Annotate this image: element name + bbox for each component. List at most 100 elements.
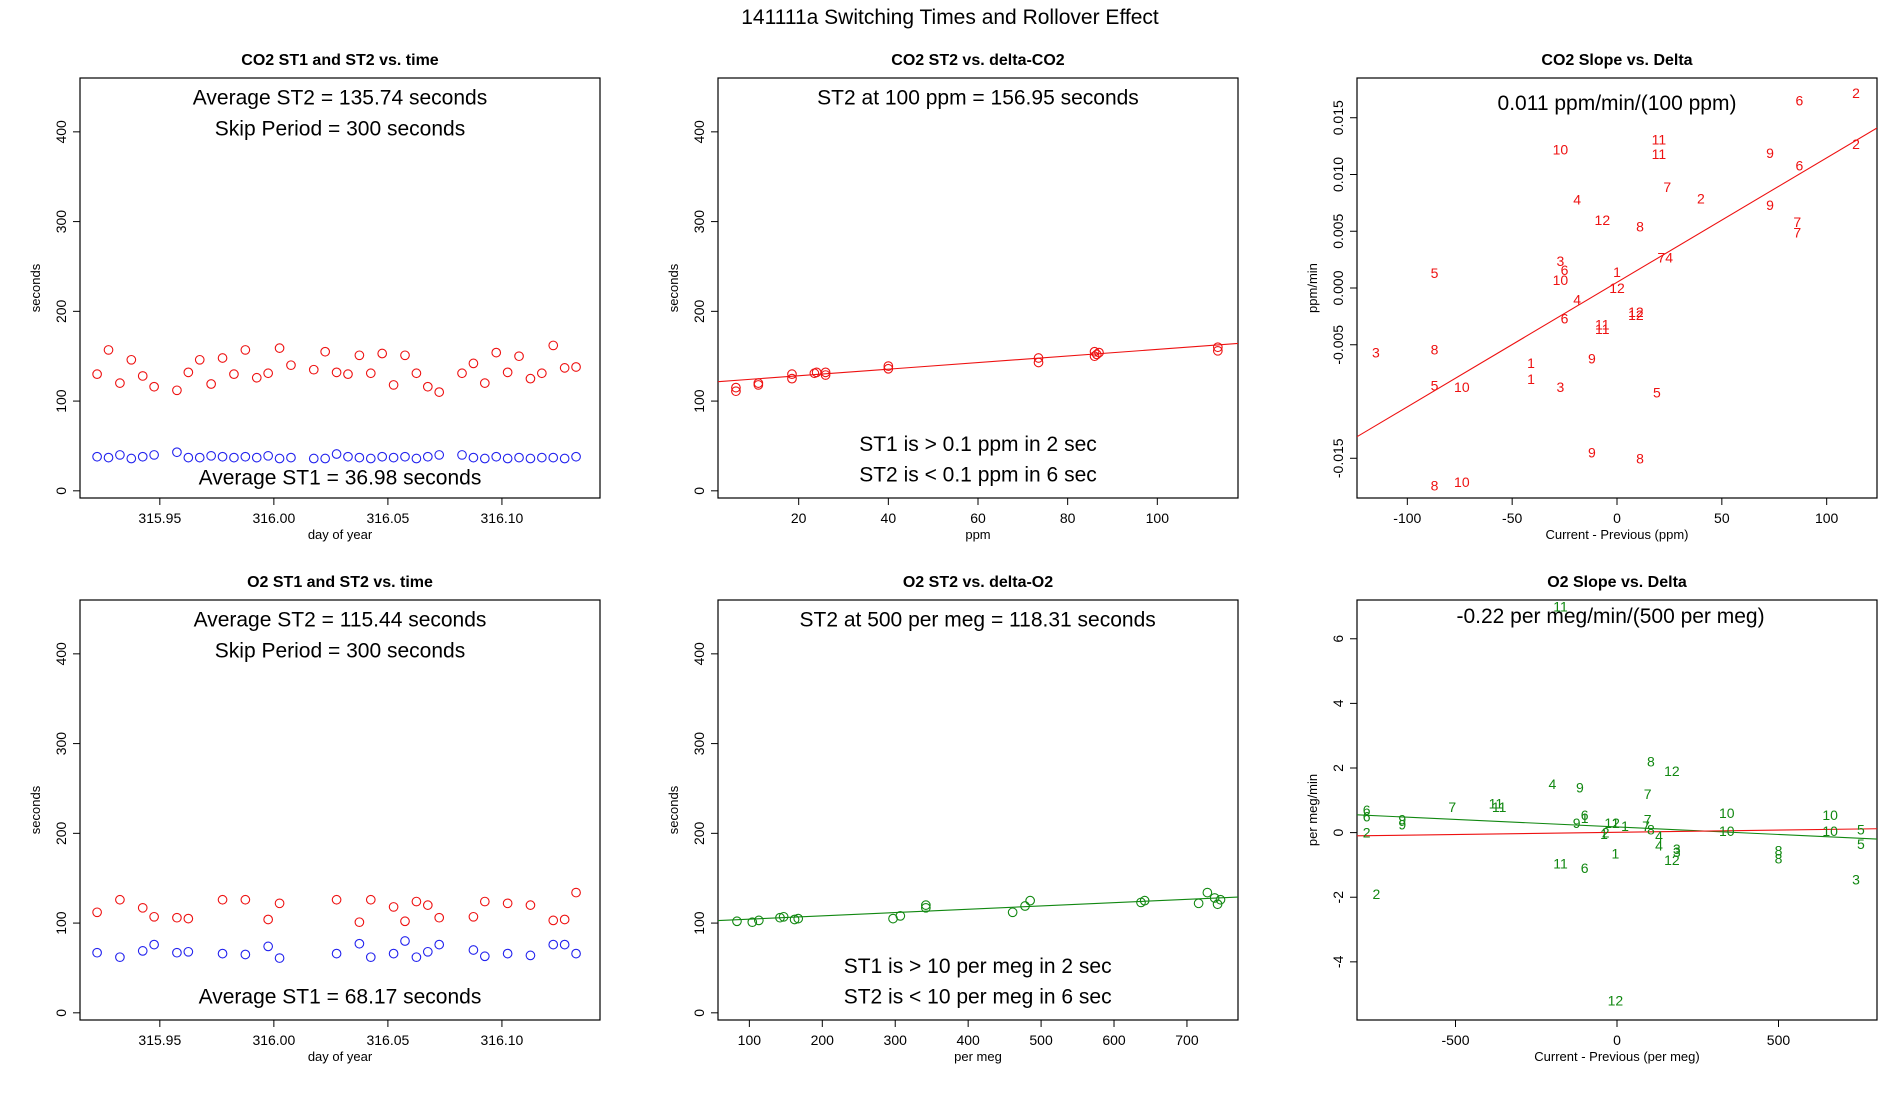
- data-point: [274, 898, 285, 909]
- data-point: [217, 894, 228, 905]
- data-point: [172, 447, 182, 458]
- data-point: [571, 887, 581, 898]
- annotation: Average ST1 = 68.17 seconds: [199, 986, 482, 1009]
- data-point: [411, 952, 422, 963]
- annotation: ST1 is > 0.1 ppm in 2 sec: [859, 433, 1097, 456]
- data-point: [263, 914, 274, 925]
- data-point-label: 5: [1857, 836, 1865, 852]
- data-point: [308, 453, 319, 464]
- data-point: [468, 452, 479, 463]
- data-point: [1193, 898, 1204, 909]
- x-tick-label: 100: [1146, 510, 1170, 526]
- data-point-label: 9: [1573, 815, 1581, 831]
- data-point-label: 10: [1822, 807, 1838, 823]
- data-point: [1212, 345, 1223, 356]
- data-point-label: 6: [1581, 807, 1589, 823]
- data-point: [434, 939, 445, 950]
- data-point: [548, 939, 559, 950]
- data-point: [274, 953, 285, 963]
- x-tick-label: 0: [1613, 510, 1621, 526]
- data-point: [1089, 346, 1100, 357]
- data-point-label: 2: [1372, 886, 1380, 902]
- data-point-label: 12: [1604, 815, 1620, 831]
- y-tick-label: -2: [1330, 891, 1346, 904]
- data-point: [1094, 347, 1104, 358]
- data-point: [92, 369, 102, 380]
- data-point-label: 9: [1576, 779, 1584, 795]
- data-point: [1033, 353, 1044, 363]
- data-point: [286, 452, 296, 463]
- data-point: [92, 907, 102, 918]
- data-point: [308, 364, 319, 375]
- annotation: Average ST2 = 135.74 seconds: [193, 87, 487, 110]
- data-point: [240, 345, 251, 355]
- data-point: [571, 362, 581, 372]
- data-point: [365, 453, 376, 464]
- data-point: [263, 450, 274, 461]
- y-tick-label: 2: [1330, 764, 1346, 772]
- data-point: [536, 368, 547, 379]
- data-point: [103, 452, 114, 463]
- plot-frame: [1356, 599, 1878, 1021]
- panel-title: CO2 Slope vs. Delta: [1541, 52, 1692, 69]
- y-tick-label: 0: [691, 1009, 707, 1017]
- data-point: [479, 951, 490, 962]
- data-point: [491, 347, 502, 358]
- data-point-label: 5: [1431, 265, 1439, 281]
- data-point: [194, 354, 205, 365]
- data-point: [365, 368, 376, 379]
- data-point-label: 8: [1431, 478, 1439, 494]
- y-tick-label: 0: [691, 487, 707, 495]
- data-point: [502, 948, 513, 959]
- data-point-label: 5: [1857, 821, 1865, 837]
- data-point-label: 4: [1573, 291, 1581, 307]
- data-point-label: 6: [1363, 802, 1371, 818]
- x-tick-label: 20: [791, 510, 807, 526]
- series: [92, 887, 581, 928]
- data-point-label: 1: [1621, 818, 1629, 834]
- data-point: [479, 378, 490, 388]
- data-point-label: 7: [1642, 818, 1650, 834]
- x-tick-label: 40: [881, 510, 897, 526]
- plot-area: [718, 887, 1238, 928]
- series: [732, 887, 1226, 928]
- data-point-label: 8: [1636, 450, 1644, 466]
- panel-o2-time: O2 ST1 and ST2 vs. time 315.95 316.00 316.0…: [28, 574, 601, 1064]
- y-tick-label: 0: [53, 487, 69, 495]
- data-point: [731, 386, 741, 397]
- data-point: [502, 367, 513, 378]
- x-tick-label: 100: [738, 1032, 762, 1048]
- data-point-label: 1: [1527, 355, 1535, 371]
- data-point: [400, 916, 410, 927]
- data-point: [149, 450, 159, 460]
- data-point: [172, 947, 182, 958]
- panel-title: O2 ST1 and ST2 vs. time: [247, 574, 433, 591]
- data-point: [229, 369, 239, 380]
- data-point-label: 3: [1673, 841, 1681, 857]
- data-point-label: 11: [1595, 321, 1610, 337]
- data-point: [479, 896, 490, 907]
- y-axis-label: seconds: [28, 785, 43, 834]
- data-point: [468, 358, 479, 369]
- data-point: [400, 350, 410, 361]
- data-point-label: 1: [1613, 264, 1621, 280]
- data-point: [251, 372, 262, 383]
- x-tick-label: 315.95: [138, 510, 181, 526]
- data-point: [183, 452, 194, 463]
- y-axis-label: seconds: [666, 263, 681, 312]
- data-point: [217, 353, 228, 363]
- plot-area: [92, 887, 581, 963]
- data-point: [240, 894, 251, 905]
- data-point: [457, 368, 467, 379]
- data-point-label: 12: [1664, 852, 1680, 868]
- fit-line: [1357, 828, 1877, 837]
- annotation: Average ST2 = 115.44 seconds: [194, 609, 487, 632]
- data-point-label: 2: [1852, 85, 1860, 101]
- y-axis-label: ppm/min: [1305, 263, 1320, 313]
- y-tick-label: 300: [53, 210, 69, 234]
- annotation: ST1 is > 10 per meg in 2 sec: [844, 955, 1112, 978]
- data-point-label: 7: [1448, 799, 1456, 815]
- annotation: 0.011 ppm/min/(100 ppm): [1498, 92, 1737, 115]
